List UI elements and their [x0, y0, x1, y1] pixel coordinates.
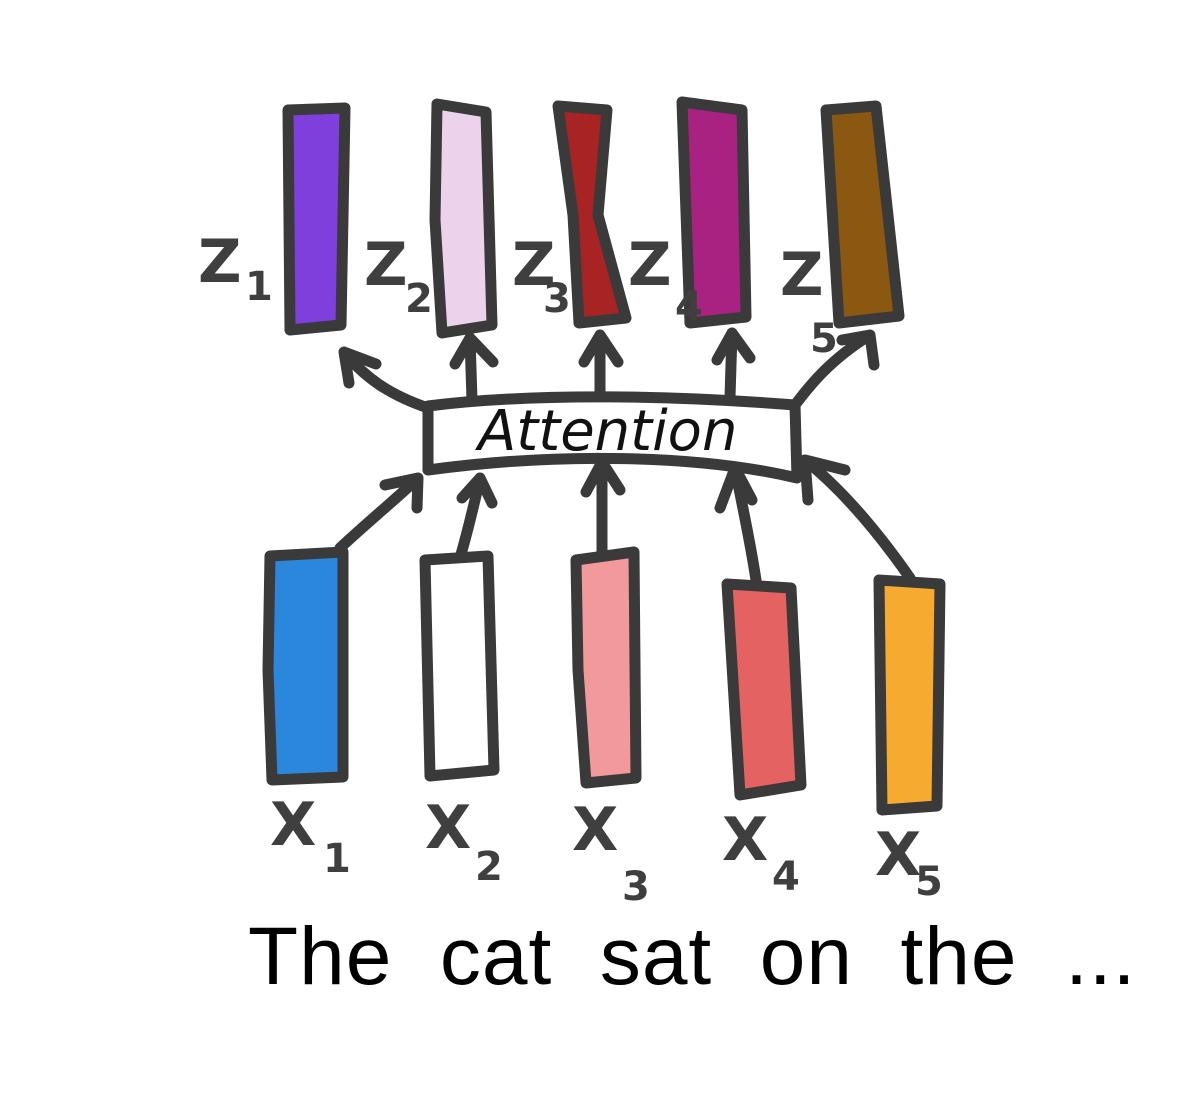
input-vectors	[262, 546, 946, 816]
input-label-x2: X 2	[425, 793, 503, 890]
svg-text:Z: Z	[780, 240, 824, 310]
output-vector-z2	[429, 98, 498, 339]
input-vector-x3	[570, 546, 642, 789]
svg-text:X: X	[425, 793, 471, 863]
output-vector-z3	[552, 100, 632, 329]
arrow-from-x2	[454, 472, 498, 564]
arrow-to-z5	[789, 329, 880, 411]
input-label-x3: X 3	[572, 795, 650, 910]
arrow-from-x1	[334, 472, 424, 554]
output-vector-z4	[676, 96, 752, 329]
output-vector-z1	[282, 102, 351, 336]
svg-text:1: 1	[323, 836, 351, 882]
svg-text:2: 2	[405, 276, 433, 322]
arrow-from-x5	[799, 454, 916, 584]
svg-text:Z: Z	[198, 227, 242, 297]
output-vectors	[282, 96, 905, 339]
output-vector-z5	[820, 100, 905, 329]
svg-text:2: 2	[475, 844, 503, 890]
svg-text:5: 5	[915, 859, 943, 905]
arrow-from-x4	[714, 462, 762, 586]
output-label-z1: Z 1	[198, 227, 273, 310]
arrow-to-z3	[578, 329, 624, 401]
svg-text:Z: Z	[628, 230, 672, 300]
svg-text:Z: Z	[364, 230, 408, 300]
arrow-to-z1	[338, 346, 434, 414]
svg-text:X: X	[572, 795, 618, 865]
arrow-to-z2	[449, 332, 499, 406]
svg-text:4: 4	[675, 284, 703, 330]
input-vector-x1	[262, 546, 349, 786]
input-vector-x4	[721, 578, 807, 801]
svg-text:X: X	[875, 820, 921, 890]
attention-block: Attention	[422, 391, 803, 484]
svg-text:X: X	[722, 805, 768, 875]
svg-text:3: 3	[543, 276, 571, 322]
input-vector-x2	[419, 550, 500, 782]
svg-text:3: 3	[622, 864, 650, 910]
output-labels: Z 1 Z 2 Z 3 Z 4 Z 5	[198, 227, 838, 362]
output-label-z3: Z 3	[512, 230, 571, 322]
input-labels: X 1 X 2 X 3 X 4 X 5	[270, 790, 943, 910]
output-label-z2: Z 2	[364, 230, 433, 322]
arrow-from-x3	[580, 456, 626, 559]
svg-text:X: X	[270, 790, 316, 860]
svg-text:5: 5	[810, 316, 838, 362]
svg-text:4: 4	[772, 854, 800, 900]
output-label-z4: Z 4	[628, 230, 703, 330]
svg-text:Z: Z	[512, 230, 556, 300]
svg-text:1: 1	[245, 264, 273, 310]
attention-box	[422, 391, 803, 484]
input-label-x4: X 4	[722, 805, 800, 900]
output-label-z5: Z 5	[780, 240, 838, 362]
input-label-x1: X 1	[270, 790, 351, 882]
input-sentence: The cat sat on the ...	[248, 911, 1137, 1002]
input-vector-x5	[873, 574, 946, 816]
attention-label: Attention	[475, 399, 737, 464]
arrow-to-z4	[711, 327, 756, 403]
attention-to-output-arrows	[338, 327, 880, 414]
input-label-x5: X 5	[875, 820, 943, 905]
input-to-attention-arrows	[334, 454, 916, 586]
